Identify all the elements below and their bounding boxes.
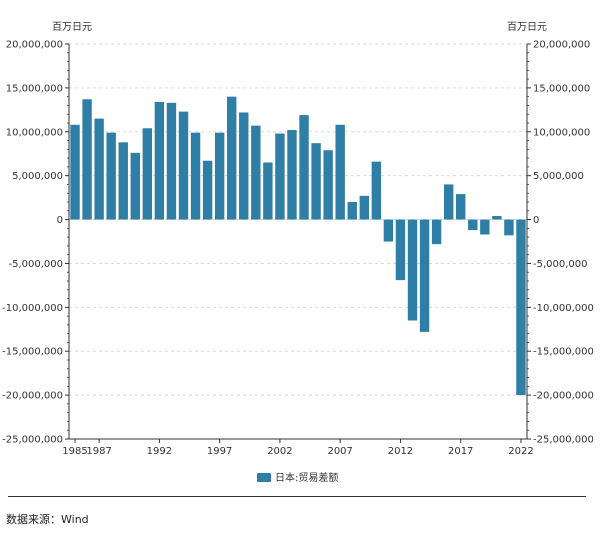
bar-1993[interactable] xyxy=(166,102,177,220)
bar-chart: 20,000,000 20,000,000 15,000,000 15,000,000… xyxy=(2,21,594,484)
y-tick-label-left: -5,000,000 xyxy=(8,259,63,270)
bar-2019[interactable] xyxy=(480,219,490,235)
bar-1987[interactable] xyxy=(94,118,104,220)
y-tick-label-right: -5,000,000 xyxy=(533,259,588,270)
y-tick-label-right: 5,000,000 xyxy=(533,171,584,182)
y-tick-label-right: -15,000,000 xyxy=(533,347,594,358)
right-axis-unit: 百万日元 xyxy=(507,21,547,33)
bar-2012[interactable] xyxy=(395,219,406,281)
bar-2020[interactable] xyxy=(492,216,502,220)
y-tick-label-right: -10,000,000 xyxy=(533,303,594,314)
bar-1997[interactable] xyxy=(214,132,225,220)
bar-2002[interactable] xyxy=(275,133,285,220)
y-tick-label-left: 20,000,000 xyxy=(6,40,63,51)
y-tick-label-left: -20,000,000 xyxy=(2,391,63,402)
bar-2017[interactable] xyxy=(456,194,466,220)
x-tick-label-2012: 2012 xyxy=(388,446,413,457)
x-tick-label-1997: 1997 xyxy=(207,446,232,457)
x-tick-label-1987: 1987 xyxy=(86,446,111,457)
x-tick-label-2002: 2002 xyxy=(267,446,292,457)
y-tick-label-right: 0 xyxy=(533,215,539,226)
legend-label: 日本:贸易差额 xyxy=(275,471,338,484)
source-note: 数据来源：Wind xyxy=(6,513,89,526)
bar-2009[interactable] xyxy=(359,195,369,220)
bar-2008[interactable] xyxy=(347,202,357,220)
y-tick-label-left: 0 xyxy=(57,215,63,226)
bar-1991[interactable] xyxy=(142,128,153,220)
bar-1986[interactable] xyxy=(82,99,92,220)
bar-1985[interactable] xyxy=(70,124,80,220)
y-tick-label-right: 15,000,000 xyxy=(533,83,590,94)
bar-1989[interactable] xyxy=(118,142,128,220)
y-tick-label-right: -20,000,000 xyxy=(533,391,594,402)
bar-2013[interactable] xyxy=(407,219,418,321)
bar-2014[interactable] xyxy=(419,219,430,332)
y-tick-label-left: 5,000,000 xyxy=(12,171,63,182)
x-tick-label-1985: 1985 xyxy=(62,446,87,457)
x-tick-label-1992: 1992 xyxy=(147,446,172,457)
bar-2021[interactable] xyxy=(504,219,514,236)
bar-1995[interactable] xyxy=(190,132,201,220)
bar-2011[interactable] xyxy=(383,219,394,242)
bar-2003[interactable] xyxy=(287,130,297,220)
bar-1994[interactable] xyxy=(178,111,189,220)
bar-2022[interactable] xyxy=(516,219,526,396)
bar-2010[interactable] xyxy=(371,161,382,220)
left-axis-unit: 百万日元 xyxy=(52,21,92,33)
bar-2000[interactable] xyxy=(251,125,261,220)
legend-swatch xyxy=(257,473,271,482)
bar-1988[interactable] xyxy=(106,132,116,220)
bar-1990[interactable] xyxy=(130,152,140,220)
y-tick-label-left: -15,000,000 xyxy=(2,347,63,358)
y-tick-label-left: -10,000,000 xyxy=(2,303,63,314)
y-tick-label-left: 15,000,000 xyxy=(6,83,63,94)
bar-2006[interactable] xyxy=(323,150,333,220)
footer-divider xyxy=(8,496,586,497)
bar-2016[interactable] xyxy=(443,184,454,220)
bar-1999[interactable] xyxy=(239,112,249,220)
bar-2007[interactable] xyxy=(335,124,345,220)
y-tick-label-right: -25,000,000 xyxy=(533,435,594,446)
y-tick-label-left: -25,000,000 xyxy=(2,435,63,446)
bar-2005[interactable] xyxy=(311,143,321,220)
bar-1996[interactable] xyxy=(202,160,213,220)
y-tick-label-right: 20,000,000 xyxy=(533,40,590,51)
bar-1992[interactable] xyxy=(154,101,165,220)
x-tick-label-2007: 2007 xyxy=(327,446,352,457)
legend[interactable]: 日本:贸易差额 xyxy=(257,471,338,484)
bars xyxy=(70,96,526,396)
axes: 20,000,000 20,000,000 15,000,000 15,000,000… xyxy=(2,40,594,458)
bar-2018[interactable] xyxy=(468,219,478,231)
bar-2015[interactable] xyxy=(431,219,442,245)
x-tick-label-2017: 2017 xyxy=(448,446,473,457)
y-tick-label-left: 10,000,000 xyxy=(6,127,63,138)
x-tick-label-2022: 2022 xyxy=(508,446,533,457)
bar-2001[interactable] xyxy=(263,162,273,220)
bar-1998[interactable] xyxy=(227,96,237,220)
bar-2004[interactable] xyxy=(299,115,309,220)
y-tick-label-right: 10,000,000 xyxy=(533,127,590,138)
gridlines xyxy=(69,43,527,440)
